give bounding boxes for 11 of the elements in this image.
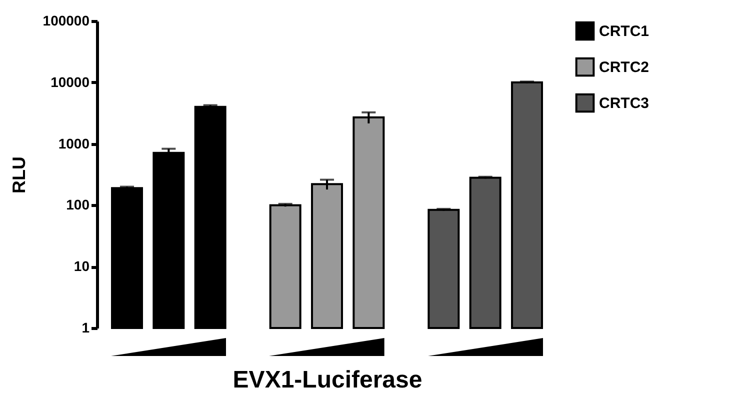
y-axis-title: RLU: [8, 156, 29, 194]
y-tick-label: 100: [66, 196, 90, 213]
legend-label: CRTC2: [599, 59, 650, 76]
legend-label: CRTC3: [599, 95, 650, 112]
x-axis-title: EVX1-Luciferase: [232, 366, 422, 394]
y-tick-label: 10000: [50, 74, 90, 90]
y-tick-label: 1000: [58, 135, 90, 152]
y-tick-label: 10: [74, 258, 90, 274]
y-tick-label: 100000: [42, 12, 90, 28]
legend-label: CRTC1: [599, 23, 650, 40]
y-tick-label: 1: [82, 320, 90, 336]
